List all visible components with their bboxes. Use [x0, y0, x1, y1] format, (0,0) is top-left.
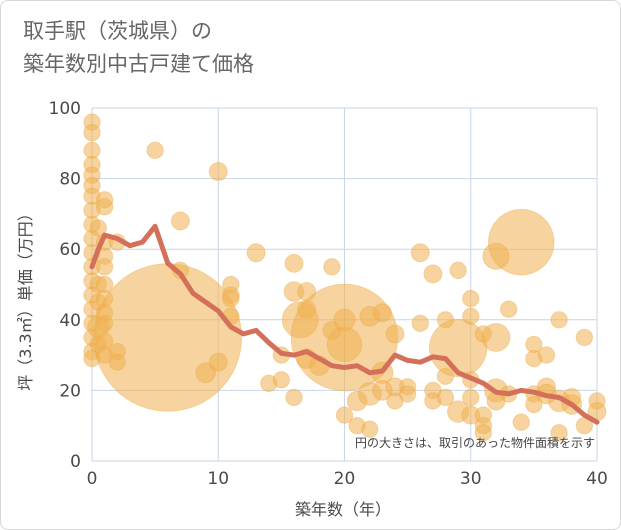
- bubble-point-43: [208, 162, 228, 182]
- x-tick-label-40: 40: [586, 469, 608, 489]
- bubble-point-41: [171, 261, 190, 280]
- bubble-point-61: [323, 258, 341, 276]
- bubble-point-44: [208, 352, 228, 372]
- bubble-point-116: [550, 311, 568, 329]
- trend-line-group: [89, 223, 600, 425]
- y-tick-label-0: 0: [70, 452, 81, 472]
- bubble-point-39: [93, 263, 243, 412]
- bubble-point-88: [428, 318, 488, 378]
- bubble-point-51: [272, 371, 291, 389]
- x-tick-label-0: 0: [87, 469, 98, 489]
- bubble-point-75: [385, 324, 405, 344]
- bubble-point-81: [411, 314, 429, 333]
- bubble-point-111: [525, 395, 543, 414]
- bubble-point-42: [195, 362, 216, 384]
- y-tick-label-80: 80: [59, 170, 81, 190]
- bubble-point-55: [285, 388, 303, 407]
- x-tick-label-30: 30: [460, 469, 482, 489]
- bubble-point-87: [436, 388, 455, 407]
- chart-title-line-1: 取手駅（茨城県）の: [23, 19, 212, 43]
- bubble-point-71: [361, 420, 379, 438]
- trend-line: [89, 223, 600, 425]
- bubble-point-99: [474, 424, 493, 442]
- bubble-point-19: [89, 219, 108, 237]
- chart-title-line-2: 築年数別中古戸建て価格: [23, 52, 254, 76]
- y-axis-title: 坪（3.3㎡）単価（万円）: [16, 205, 35, 390]
- bubble-point-117: [550, 424, 568, 442]
- x-tick-label-10: 10: [207, 469, 229, 489]
- bubble-point-72: [372, 303, 392, 323]
- bubble-point-94: [462, 388, 480, 407]
- bubble-point-77: [386, 392, 404, 410]
- bubble-point-107: [512, 413, 530, 431]
- bubble-point-64: [326, 326, 363, 363]
- bubble-point-91: [462, 289, 480, 308]
- bubble-point-65: [333, 308, 356, 331]
- x-tick-label-20: 20: [334, 469, 356, 489]
- y-tick-label-20: 20: [59, 381, 81, 401]
- bubble-point-1: [83, 124, 101, 142]
- bubble-point-101: [481, 323, 511, 352]
- bubble-point-66: [335, 406, 354, 424]
- bubble-point-49: [246, 243, 266, 263]
- bubble-size-note: 円の大きさは、取引のあった物件面積を示す: [355, 435, 595, 450]
- bubble-point-25: [95, 198, 114, 216]
- axis-ticks: 0 10 20 30 40 0 20 40 60 80 100: [49, 99, 608, 489]
- bubble-point-89: [449, 261, 467, 280]
- bubble-point-47: [222, 289, 240, 308]
- bubble-point-38: [146, 141, 164, 160]
- bubble-point-80: [410, 243, 430, 263]
- bubble-point-82: [423, 264, 443, 284]
- bubble-point-106: [487, 208, 555, 276]
- bubble-point-104: [499, 300, 518, 318]
- bubble-point-112: [537, 346, 556, 364]
- chart-title: 取手駅（茨城県）の 築年数別中古戸建て価格: [23, 15, 254, 81]
- bubble-point-53: [284, 253, 304, 273]
- x-axis-title: 築年数（年）: [295, 500, 391, 519]
- bubble-point-79: [398, 385, 417, 403]
- bubble-point-92: [462, 307, 480, 325]
- bubble-point-40: [170, 211, 190, 231]
- y-tick-label-100: 100: [49, 99, 81, 119]
- bubble-point-120: [575, 328, 594, 347]
- y-tick-label-40: 40: [59, 311, 81, 331]
- bubble-point-28: [95, 258, 114, 276]
- y-tick-label-60: 60: [59, 240, 81, 260]
